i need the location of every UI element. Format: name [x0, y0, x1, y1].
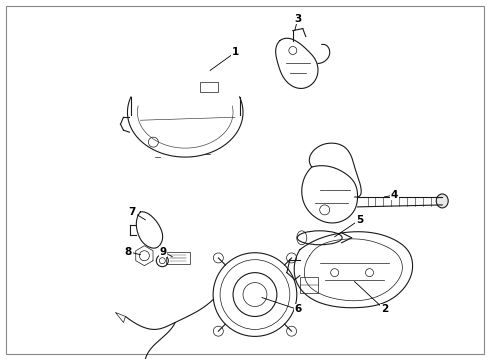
Text: 4: 4 [391, 190, 398, 200]
Ellipse shape [436, 194, 448, 208]
Text: 5: 5 [356, 215, 363, 225]
Text: 7: 7 [129, 207, 136, 217]
Bar [300, 276, 318, 293]
Text: 2: 2 [381, 305, 388, 315]
Bar [166, 252, 190, 264]
Text: 6: 6 [294, 305, 301, 315]
Bar [200, 82, 218, 92]
Text: 1: 1 [231, 48, 239, 58]
Text: 8: 8 [125, 247, 132, 257]
Text: 9: 9 [160, 247, 167, 257]
Text: 3: 3 [294, 14, 301, 24]
